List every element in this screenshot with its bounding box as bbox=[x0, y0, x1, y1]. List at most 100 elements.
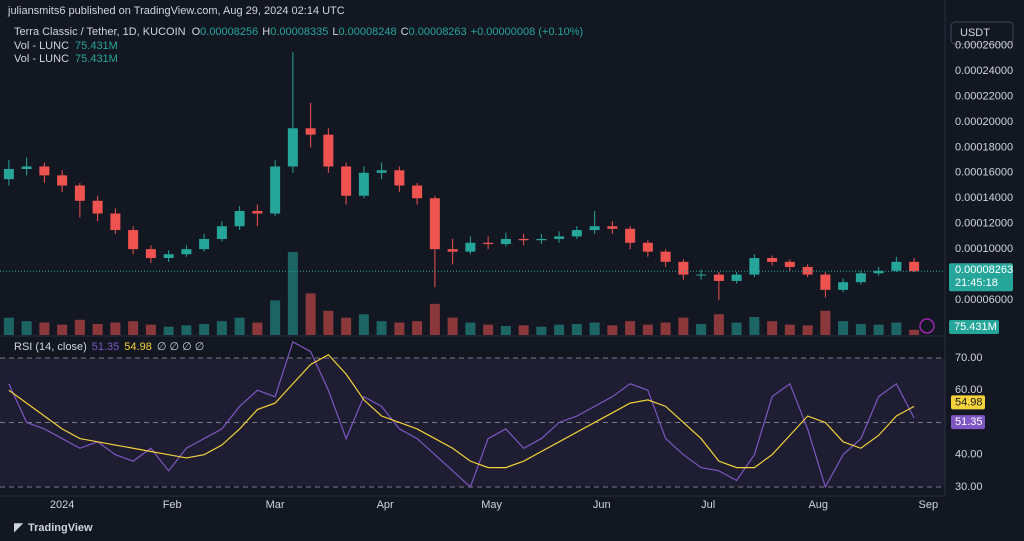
candle-body bbox=[554, 236, 565, 239]
ohlc-value: 0.00008256 bbox=[200, 26, 258, 38]
y-tick-label: 30.00 bbox=[955, 481, 983, 493]
candle-body bbox=[21, 166, 32, 169]
ohlc-key: O bbox=[192, 26, 201, 38]
candle-body bbox=[110, 213, 121, 231]
volume-legend-name: Vol - LUNC bbox=[14, 40, 69, 52]
volume-bar bbox=[891, 322, 902, 335]
volume-bar bbox=[731, 322, 742, 335]
candle-body bbox=[483, 242, 494, 245]
volume-bar bbox=[145, 324, 156, 335]
x-tick-label: May bbox=[481, 499, 502, 511]
x-tick-label: Feb bbox=[163, 499, 182, 511]
y-tick-label: 0.00026000 bbox=[955, 40, 1013, 52]
last-price-label: 0.00008263 bbox=[955, 264, 1013, 276]
candle-body bbox=[465, 242, 476, 252]
y-tick-label: 0.00020000 bbox=[955, 116, 1013, 128]
currency-button[interactable] bbox=[950, 21, 1014, 45]
candle-body bbox=[642, 242, 653, 252]
y-tick-label: 70.00 bbox=[955, 352, 983, 364]
publisher: juliansmits6 published on TradingView.co… bbox=[7, 5, 345, 17]
volume-bar bbox=[270, 300, 281, 335]
last-price-box bbox=[949, 263, 1013, 292]
volume-bar bbox=[465, 322, 476, 335]
countdown: 21:45:18 bbox=[955, 277, 998, 289]
candle-body bbox=[145, 249, 156, 259]
volume-bar bbox=[483, 324, 494, 335]
candle-body bbox=[518, 238, 529, 241]
volume-bar bbox=[678, 317, 689, 335]
volume-bar bbox=[358, 314, 369, 335]
candle-body bbox=[838, 282, 849, 290]
candle-body bbox=[128, 230, 139, 250]
volume-bar bbox=[660, 322, 671, 335]
rsi-legend-value: 54.98 bbox=[124, 341, 152, 353]
volume-label: 75.431M bbox=[954, 321, 997, 333]
rsi-line bbox=[8, 354, 915, 469]
change: +0.00000008 (+0.10%) bbox=[471, 26, 584, 38]
brand-logo: ◤ bbox=[14, 520, 24, 534]
ohlc-value: 0.00008335 bbox=[270, 26, 328, 38]
candle-body bbox=[199, 238, 210, 250]
volume-bar bbox=[323, 310, 334, 335]
y-tick-label: 0.00010000 bbox=[955, 243, 1013, 255]
volume-bar bbox=[696, 323, 707, 335]
candle-body bbox=[3, 168, 14, 180]
candle-body bbox=[252, 210, 263, 214]
x-tick-label: 2024 bbox=[50, 499, 74, 511]
candle-body bbox=[39, 166, 50, 176]
volume-bar bbox=[767, 321, 778, 335]
volume-bar bbox=[784, 324, 795, 335]
volume-bar bbox=[74, 319, 85, 335]
volume-bar bbox=[3, 317, 14, 335]
y-tick-label: 0.00012000 bbox=[955, 218, 1013, 230]
volume-bar bbox=[749, 317, 760, 335]
y-tick-label: 0.00024000 bbox=[955, 65, 1013, 77]
x-tick-label: Jul bbox=[701, 499, 715, 511]
candle-body bbox=[660, 251, 671, 262]
y-tick-label: 40.00 bbox=[955, 449, 983, 461]
candle-body bbox=[713, 274, 724, 281]
currency[interactable]: USDT bbox=[960, 27, 990, 39]
volume-label-box bbox=[949, 320, 999, 334]
volume-legend-value: 75.431M bbox=[75, 53, 118, 65]
x-tick-label: Apr bbox=[377, 499, 394, 511]
volume-bar bbox=[855, 323, 866, 335]
volume-bar bbox=[820, 310, 831, 335]
replay-icon[interactable] bbox=[919, 318, 935, 334]
volume-bar bbox=[234, 317, 245, 335]
volume-bar bbox=[429, 303, 440, 335]
candle-body bbox=[749, 258, 760, 275]
candle-body bbox=[784, 261, 795, 267]
rsi-value-box bbox=[951, 395, 985, 410]
candle-body bbox=[234, 210, 245, 227]
candle-body bbox=[412, 185, 423, 199]
volume-bar bbox=[607, 325, 618, 335]
volume-legend-name: Vol - LUNC bbox=[14, 53, 69, 65]
candle-body bbox=[394, 170, 405, 186]
symbol: Terra Classic / Tether, 1D, KUCOIN bbox=[14, 26, 186, 38]
volume-bar bbox=[838, 321, 849, 335]
candle-body bbox=[163, 254, 174, 259]
volume-bar bbox=[802, 325, 813, 335]
candle-body bbox=[678, 261, 689, 275]
volume-bar bbox=[394, 322, 405, 335]
candle-body bbox=[571, 230, 582, 237]
y-tick-label: 0.00018000 bbox=[955, 141, 1013, 153]
rsi-value-label: 54.98 bbox=[955, 396, 983, 408]
y-tick-label: 0.00022000 bbox=[955, 90, 1013, 102]
candle-body bbox=[536, 238, 547, 241]
y-tick-label: 0.00014000 bbox=[955, 192, 1013, 204]
rsi-line bbox=[8, 340, 915, 489]
y-tick-label: 60.00 bbox=[955, 384, 983, 396]
candle-body bbox=[909, 261, 920, 272]
candle-body bbox=[607, 226, 618, 229]
candle-body bbox=[589, 226, 600, 231]
candle-body bbox=[891, 261, 902, 271]
rsi-value-box bbox=[951, 415, 985, 430]
candle-body bbox=[731, 274, 742, 281]
ohlc-key: H bbox=[262, 26, 270, 38]
volume-bar bbox=[412, 321, 423, 335]
x-tick-label: Jun bbox=[593, 499, 611, 511]
